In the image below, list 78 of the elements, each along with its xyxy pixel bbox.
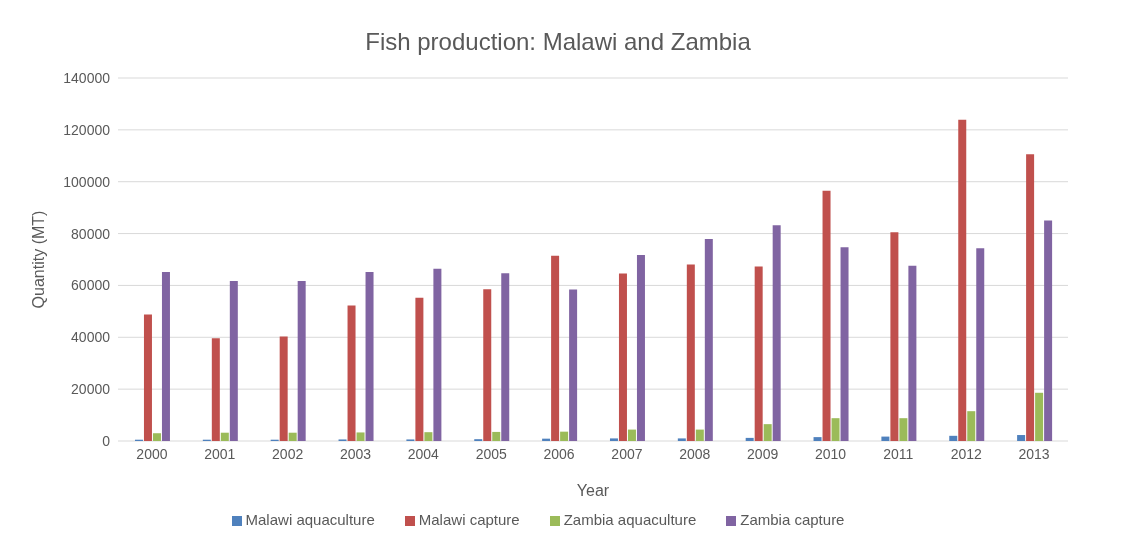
bar [229,281,238,441]
chart-title: Fish production: Malawi and Zambia [364,27,752,57]
y-tick-label: 120000 [63,121,111,138]
bar [745,437,754,441]
bar [492,431,501,441]
x-tick-label: 2002 [272,445,304,462]
bar [220,432,229,441]
bar [772,225,781,441]
legend-label: Malawi aquaculture [245,511,375,528]
bar [288,432,297,441]
bar [483,289,492,441]
x-tick-label: 2007 [611,445,643,462]
bar [908,265,917,441]
bar [899,418,908,441]
bar [763,424,772,441]
x-tick-label: 2006 [543,445,575,462]
bar [840,247,849,441]
bar [143,314,152,441]
bar [161,271,170,441]
x-tick-label: 2005 [475,445,507,462]
bar [501,273,510,441]
bar [1044,220,1053,441]
bar [609,438,618,441]
bar [424,432,433,441]
bar [881,436,890,441]
y-tick-label: 60000 [71,277,111,294]
y-tick-label: 140000 [63,69,111,86]
x-tick-label: 2010 [814,445,847,462]
bar [967,411,976,441]
y-tick-label: 20000 [71,381,111,398]
bar [976,248,985,441]
bar [695,429,704,441]
bar [365,271,374,441]
bar [211,338,220,441]
legend-label: Zambia capture [740,511,845,528]
y-tick-label: 40000 [71,329,111,346]
bar [636,255,645,441]
x-tick-label: 2013 [1018,445,1050,462]
bar [551,255,560,441]
bar [822,190,831,441]
bar [560,431,569,441]
y-tick-label: 100000 [63,173,111,190]
x-tick-label: 2008 [679,445,711,462]
y-tick-label: 0 [102,432,111,449]
x-tick-label: 2001 [204,445,236,462]
bar [569,289,578,441]
x-tick-label: 2004 [407,445,440,462]
legend-label: Malawi capture [418,511,520,528]
y-tick-label: 80000 [71,225,111,242]
bar [704,239,713,441]
bar [415,297,424,441]
bar [347,305,356,441]
x-axis-title: Year [576,482,610,499]
x-tick-label: 2009 [747,445,779,462]
bar [1017,435,1026,441]
y-axis-title: Quantity (MT) [29,210,47,309]
bar [618,273,627,441]
bar [279,336,288,441]
bar [433,268,442,441]
x-tick-label: 2011 [883,445,914,462]
bar [949,435,958,441]
bar [1035,392,1044,441]
bar [677,438,686,441]
bar [890,232,899,441]
x-tick-label: 2000 [136,445,168,462]
bar [1026,154,1035,441]
bar [356,432,365,441]
bar [627,429,636,441]
bar [686,264,695,441]
bar [813,437,822,441]
x-tick-label: 2003 [339,445,372,462]
bar [297,281,306,441]
bar [152,433,161,441]
bar [754,266,763,441]
legend-label: Zambia aquaculture [563,511,697,528]
bar [958,119,967,441]
x-tick-label: 2012 [950,445,982,462]
bar [831,418,840,441]
